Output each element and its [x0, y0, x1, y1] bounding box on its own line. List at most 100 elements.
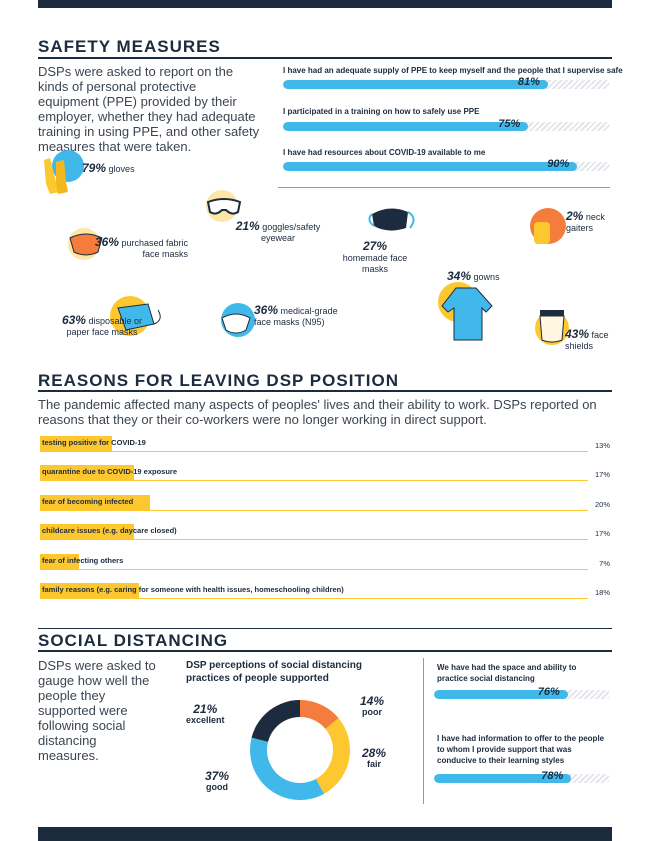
reason-pct: 20% — [594, 500, 610, 509]
donut-value-excellent: 21% — [193, 702, 218, 716]
reason-line — [40, 539, 588, 540]
ppe-disposable-mask-label: disposable or paper face masks — [66, 316, 143, 337]
safety-rule — [38, 57, 612, 59]
social-rule-bottom — [38, 650, 612, 652]
ppe-disposable-mask: 63% disposable or paper face masks — [52, 313, 152, 338]
ppe-gloves-pct: 79% — [82, 161, 107, 175]
safety-bar-track-2 — [283, 122, 610, 131]
face-shield-icon — [535, 310, 569, 345]
donut-value-fair: 28% — [362, 746, 387, 760]
ppe-goggles-pct: 21% — [235, 219, 260, 233]
reason-row: childcare issues (e.g. daycare closed) 1… — [40, 524, 610, 540]
reason-row: fear of infecting others 7% — [40, 554, 610, 570]
donut-name-excellent: excellent — [186, 715, 225, 725]
reason-pct: 7% — [599, 559, 610, 568]
ppe-disposable-mask-pct: 63% — [61, 313, 86, 327]
gloves-icon — [44, 150, 84, 194]
social-title: SOCIAL DISTANCING — [38, 631, 229, 650]
ppe-n95-mask-label: medical-grade face masks (N95) — [254, 306, 338, 327]
reason-label: childcare issues (e.g. daycare closed) — [42, 526, 177, 535]
social-bar-value-1: 76% — [537, 686, 560, 698]
donut-value-poor: 14% — [360, 694, 385, 708]
ppe-gown-label: gowns — [473, 272, 500, 282]
reason-highlight — [40, 436, 112, 451]
reasons-intro: The pandemic affected many aspects of pe… — [38, 397, 597, 427]
reason-line — [40, 451, 588, 452]
donut-title: DSP perceptions of social distancing pra… — [186, 660, 362, 684]
ppe-fabric-mask-label: purchased fabric face masks — [121, 238, 188, 259]
social-bar-label-1: We have had the space and ability to pra… — [437, 663, 577, 683]
safety-bar-fill-3 — [283, 162, 578, 171]
ppe-face-shield-label: face shields — [565, 330, 609, 351]
ppe-gloves: 79% gloves — [82, 161, 135, 175]
n95-mask-icon — [221, 303, 255, 337]
safety-bar-value-2: 75% — [498, 118, 521, 130]
reason-pct: 18% — [594, 588, 610, 597]
donut-label-poor: 14% poor — [360, 694, 385, 718]
safety-bar-label-3: I have had resources about COVID-19 avai… — [283, 148, 486, 157]
safety-bar-track-1 — [283, 80, 610, 89]
social-bar-fill-2 — [434, 774, 572, 783]
fabric-mask-icon — [68, 228, 103, 260]
donut-chart — [250, 700, 350, 800]
ppe-homemade-mask-pct: 27% — [362, 239, 388, 253]
social-divider — [423, 658, 424, 804]
reason-highlight — [40, 583, 139, 598]
reason-label: testing positive for COVID-19 — [42, 438, 146, 447]
donut-name-good: good — [206, 782, 229, 792]
reason-label: fear of infecting others — [42, 556, 124, 565]
reason-label: fear of becoming infected — [42, 497, 134, 506]
reason-line — [40, 598, 588, 599]
safety-intro: DSPs were asked to report on the kinds o… — [38, 64, 260, 154]
reason-highlight — [40, 495, 150, 510]
ppe-fabric-mask: 36% purchased fabric face masks — [78, 235, 188, 260]
disposable-mask-icon — [110, 296, 161, 336]
social-bar-value-2: 78% — [541, 770, 564, 782]
safety-bar-label-2: I participated in a training on how to s… — [283, 107, 480, 116]
neck-gaiter-icon — [530, 208, 566, 244]
reason-pct: 17% — [594, 529, 610, 538]
social-rule — [38, 628, 612, 629]
gown-icon — [438, 282, 493, 341]
ppe-face-shield-pct: 43% — [565, 327, 590, 341]
reason-row: quarantine due to COVID-19 exposure 17% — [40, 465, 610, 481]
safety-bars-divider — [278, 187, 610, 188]
homemade-mask-icon — [368, 208, 415, 231]
ppe-n95-mask: 36% medical-grade face masks (N95) — [254, 304, 354, 328]
ppe-face-shield: 43% face shields — [565, 327, 617, 352]
safety-bar-value-3: 90% — [547, 158, 570, 170]
ppe-gown-pct: 34% — [447, 269, 472, 283]
social-bar-label-2: I have had information to offer to the p… — [437, 734, 605, 765]
reason-line — [40, 480, 588, 481]
ppe-homemade-mask-label: homemade face masks — [342, 253, 408, 274]
ppe-fabric-mask-pct: 36% — [94, 235, 119, 249]
social-bar-track-2 — [434, 774, 610, 783]
reason-line — [40, 569, 588, 570]
donut-name-poor: poor — [362, 707, 383, 717]
reason-row: testing positive for COVID-19 13% — [40, 436, 610, 452]
reason-highlight — [40, 524, 134, 539]
social-bar-fill-1 — [434, 690, 568, 699]
reasons-rule — [38, 390, 612, 392]
reason-label: quarantine due to COVID-19 exposure — [42, 467, 178, 476]
reason-row: family reasons (e.g. caring for someone … — [40, 583, 610, 599]
ppe-neck-gaiter-pct: 2% — [566, 209, 584, 223]
bottom-band — [38, 827, 612, 841]
ppe-gloves-label: gloves — [108, 164, 135, 174]
ppe-neck-gaiter-label: neck gaiters — [566, 212, 605, 233]
reason-label: family reasons (e.g. caring for someone … — [42, 585, 344, 594]
safety-title: SAFETY MEASURES — [38, 37, 221, 56]
reason-pct: 17% — [594, 470, 610, 479]
donut-value-good: 37% — [205, 769, 230, 783]
safety-bar-track-3 — [283, 162, 610, 171]
safety-bar-value-1: 81% — [517, 76, 540, 88]
goggles-icon — [206, 190, 242, 222]
safety-bar-fill-1 — [283, 80, 548, 89]
donut-label-excellent: 21% excellent — [186, 702, 225, 726]
reason-row: fear of becoming infected 20% — [40, 495, 610, 511]
safety-bar-label-1: I have had an adequate supply of PPE to … — [283, 66, 623, 75]
reasons-title: REASONS FOR LEAVING DSP POSITION — [38, 371, 400, 390]
reason-highlight — [40, 554, 79, 569]
ppe-neck-gaiter: 2% neck gaiters — [566, 209, 618, 234]
donut-hole — [267, 717, 333, 783]
